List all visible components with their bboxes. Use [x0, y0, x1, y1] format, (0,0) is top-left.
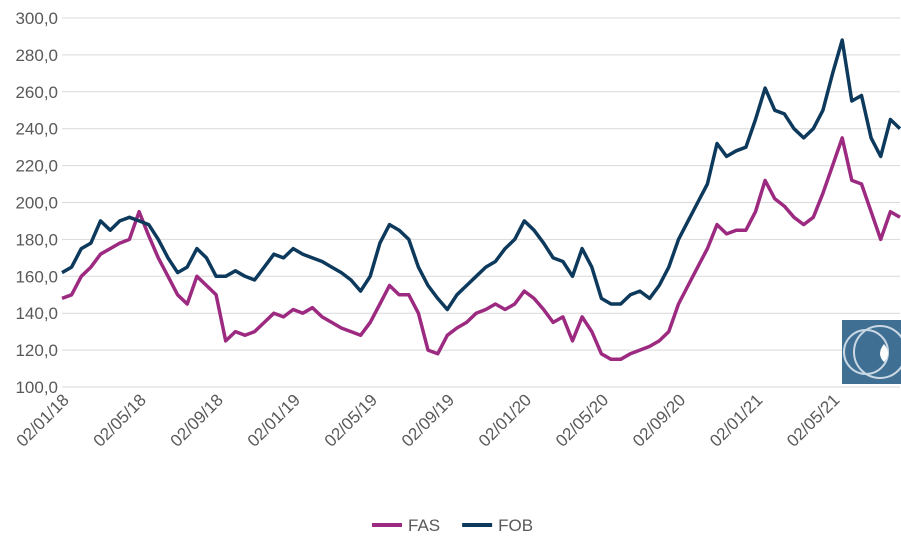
x-tick-label: 02/09/20 [629, 390, 689, 450]
x-tick-label: 02/01/21 [706, 390, 766, 450]
x-tick-label: 02/01/19 [244, 390, 304, 450]
y-tick-label: 280,0 [15, 46, 58, 65]
x-tick-label: 02/09/18 [167, 390, 227, 450]
logo [842, 320, 901, 384]
legend-label: FAS [408, 516, 440, 535]
x-tick-label: 02/05/21 [783, 390, 843, 450]
y-tick-label: 100,0 [15, 378, 58, 397]
y-tick-label: 300,0 [15, 9, 58, 28]
y-tick-label: 180,0 [15, 230, 58, 249]
x-tick-label: 02/05/19 [321, 390, 381, 450]
line-series [61, 136, 901, 362]
x-tick-label: 02/05/20 [552, 390, 612, 450]
y-tick-label: 220,0 [15, 157, 58, 176]
y-tick-label: 140,0 [15, 304, 58, 323]
legend-label: FOB [498, 516, 533, 535]
x-tick-label: 02/01/18 [13, 390, 73, 450]
plot: 100,0 120,0 140,0 160,0 180,0 200,0 220,0 240,0… [13, 9, 901, 535]
line-series [61, 38, 901, 312]
y-tick-label: 160,0 [15, 267, 58, 286]
y-tick-label: 120,0 [15, 341, 58, 360]
y-tick-label: 200,0 [15, 194, 58, 213]
y-tick-label: 240,0 [15, 120, 58, 139]
x-tick-label: 02/01/20 [475, 390, 535, 450]
x-tick-label: 02/09/19 [398, 390, 458, 450]
x-tick-label: 02/05/18 [90, 390, 150, 450]
y-tick-label: 260,0 [15, 83, 58, 102]
